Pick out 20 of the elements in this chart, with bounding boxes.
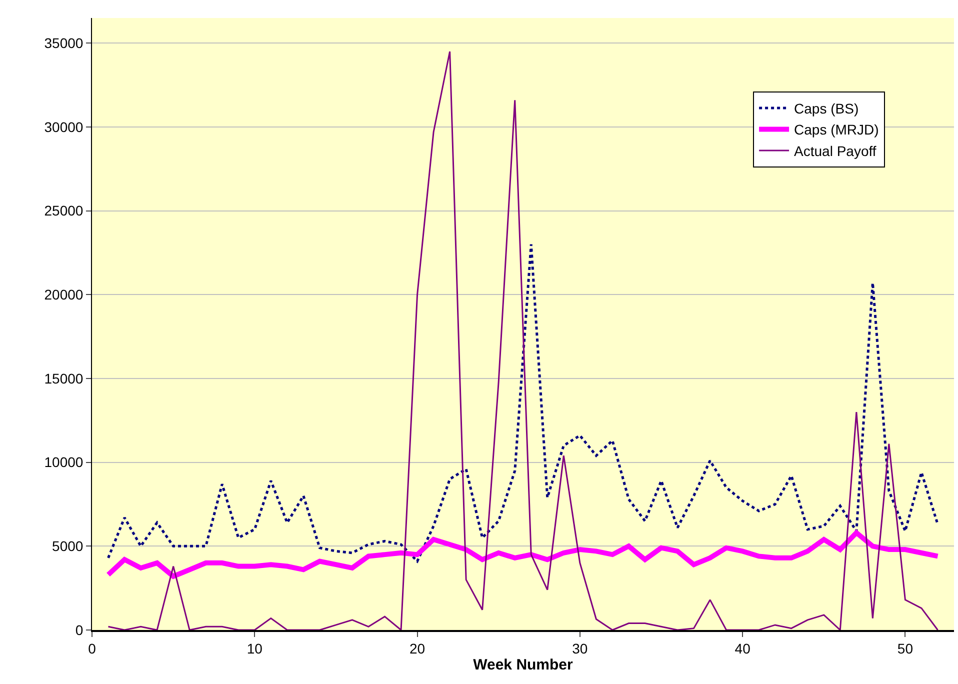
- x-axis-title: Week Number: [473, 656, 574, 674]
- x-tick-label: 40: [734, 640, 751, 657]
- y-tick-label: 20000: [44, 286, 84, 303]
- y-tick-label: 10000: [44, 454, 84, 470]
- y-tick-label: 0: [75, 622, 84, 638]
- y-tick-label: 15000: [44, 370, 84, 386]
- y-tick-label: 25000: [44, 202, 84, 219]
- legend-label: Caps (BS): [794, 100, 859, 116]
- legend-label: Caps (MRJD): [794, 122, 879, 138]
- line-series: [107, 243, 939, 562]
- x-tick-label: 10: [246, 640, 263, 657]
- line-series: [108, 50, 938, 630]
- y-tick-label: 5000: [52, 538, 84, 554]
- x-tick-label: 0: [88, 640, 96, 657]
- y-tick-label: 35000: [44, 35, 84, 52]
- y-tick-label: 30000: [44, 118, 84, 135]
- x-tick-label: 50: [897, 640, 914, 657]
- x-tick-label: 20: [409, 640, 426, 657]
- x-tick-label: 30: [572, 640, 588, 657]
- legend-label: Actual Payoff: [794, 142, 876, 159]
